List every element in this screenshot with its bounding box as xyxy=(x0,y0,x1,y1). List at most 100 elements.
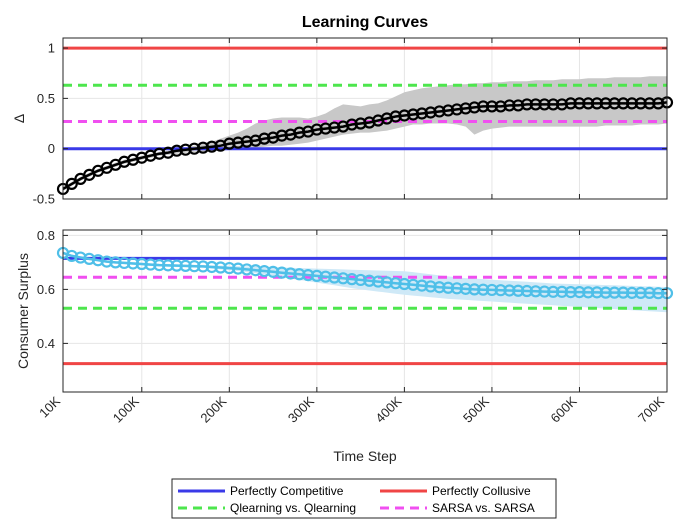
surplus-data-point xyxy=(477,283,490,296)
delta-data-point xyxy=(494,100,507,113)
surplus-data-point xyxy=(407,278,420,291)
delta-panel: -0.5 0 0.5 1 Δ xyxy=(11,37,674,207)
delta-data-point xyxy=(170,144,183,157)
x-tick-label: 200K xyxy=(197,393,229,425)
delta-data-point xyxy=(389,110,402,123)
delta-data-point xyxy=(520,98,534,111)
delta-data-point xyxy=(354,117,367,130)
surplus-data-point xyxy=(529,285,542,298)
surplus-data-point xyxy=(389,277,402,290)
delta-data-point xyxy=(625,97,639,110)
delta-data-point xyxy=(205,140,218,153)
x-tick-labels: 10K 100K 200K 300K 400K 500K 600K 700K xyxy=(36,393,667,425)
surplus-data-point xyxy=(424,280,437,293)
delta-data-point xyxy=(153,147,166,160)
surplus-data-point xyxy=(590,286,604,299)
surplus-data-point xyxy=(494,284,507,297)
surplus-data-point xyxy=(468,283,481,296)
delta-data-point xyxy=(293,126,306,139)
surplus-data-point xyxy=(582,286,595,299)
legend: Perfectly Competitive Perfectly Collusive… xyxy=(171,478,557,519)
surplus-data-point xyxy=(249,264,262,277)
surplus-data-point xyxy=(564,286,577,299)
surplus-data-point xyxy=(179,259,192,273)
delta-data-point xyxy=(328,121,341,134)
surplus-data-point xyxy=(643,286,656,300)
delta-data-point xyxy=(652,97,665,110)
delta-data-point xyxy=(424,106,437,119)
chart-title: Learning Curves xyxy=(302,14,428,31)
surplus-axes-box xyxy=(62,229,668,393)
surplus-data-point xyxy=(450,282,464,295)
delta-y-tick-label: 0 xyxy=(48,141,55,156)
delta-data-point xyxy=(512,99,525,112)
surplus-data-point xyxy=(345,273,358,286)
delta-data-point xyxy=(547,98,560,111)
legend-label: Qlearning vs. Qlearning xyxy=(230,501,356,515)
delta-data-point xyxy=(442,104,455,117)
surplus-data-point xyxy=(433,281,446,294)
surplus-data-point xyxy=(266,265,280,278)
x-tick-label: 100K xyxy=(110,393,142,425)
consumer-surplus-panel: 0.4 0.6 0.8 Consumer Surplus xyxy=(15,228,674,393)
surplus-data-point xyxy=(608,286,621,299)
x-tick-label: 10K xyxy=(36,393,63,420)
surplus-data-point xyxy=(205,260,218,274)
surplus-data-point xyxy=(161,259,175,272)
surplus-data-point xyxy=(100,255,113,268)
surplus-data-point xyxy=(573,286,586,299)
delta-data-point xyxy=(450,103,464,116)
delta-data-point xyxy=(582,97,595,110)
surplus-plot-area xyxy=(63,230,667,392)
surplus-data-point xyxy=(196,260,210,273)
delta-data-point xyxy=(477,100,490,113)
legend-label: SARSA vs. SARSA xyxy=(432,501,535,515)
surplus-data-point xyxy=(223,261,236,275)
surplus-data-point xyxy=(354,273,367,287)
delta-data-point xyxy=(433,105,446,118)
surplus-data-point xyxy=(188,260,201,273)
surplus-data-point xyxy=(74,251,87,264)
surplus-data-point xyxy=(652,287,665,300)
x-axis-title: Time Step xyxy=(333,448,396,464)
surplus-data-point xyxy=(258,264,271,278)
delta-data-point xyxy=(608,97,621,110)
delta-data-point xyxy=(643,97,656,110)
delta-data-point xyxy=(555,98,569,111)
surplus-data-point xyxy=(398,277,411,291)
delta-data-point xyxy=(538,98,551,111)
surplus-data-point xyxy=(293,268,306,281)
surplus-y-axis-title: Consumer Surplus xyxy=(15,253,31,369)
delta-data-point xyxy=(590,97,604,110)
surplus-data-point xyxy=(363,274,376,287)
delta-data-point xyxy=(240,135,253,148)
surplus-data-point xyxy=(634,286,647,300)
delta-data-point xyxy=(345,118,358,131)
surplus-data-point xyxy=(555,285,569,298)
surplus-data-point xyxy=(372,275,385,288)
x-tick-label: 300K xyxy=(285,393,317,425)
surplus-data-point xyxy=(284,267,297,280)
surplus-data-point xyxy=(380,276,393,289)
surplus-data-point xyxy=(512,284,525,297)
surplus-data-point xyxy=(83,252,96,265)
delta-data-point xyxy=(468,101,481,114)
surplus-data-point xyxy=(520,284,534,298)
surplus-data-point xyxy=(240,263,253,276)
delta-data-point xyxy=(529,98,542,111)
delta-y-tick-label: -0.5 xyxy=(33,192,55,207)
delta-y-axis-title: Δ xyxy=(11,114,27,123)
surplus-data-point xyxy=(144,258,157,271)
delta-axes-box xyxy=(62,37,668,200)
surplus-data-point xyxy=(599,286,612,299)
surplus-data-point xyxy=(625,286,639,300)
delta-data-point xyxy=(188,142,201,155)
surplus-y-tick-label: 0.6 xyxy=(37,282,55,297)
x-tick-label: 500K xyxy=(460,393,492,425)
delta-data-point xyxy=(407,108,420,121)
delta-data-point xyxy=(564,97,577,110)
delta-data-point xyxy=(503,99,516,112)
delta-data-point xyxy=(573,97,586,110)
surplus-data-point xyxy=(485,283,499,297)
